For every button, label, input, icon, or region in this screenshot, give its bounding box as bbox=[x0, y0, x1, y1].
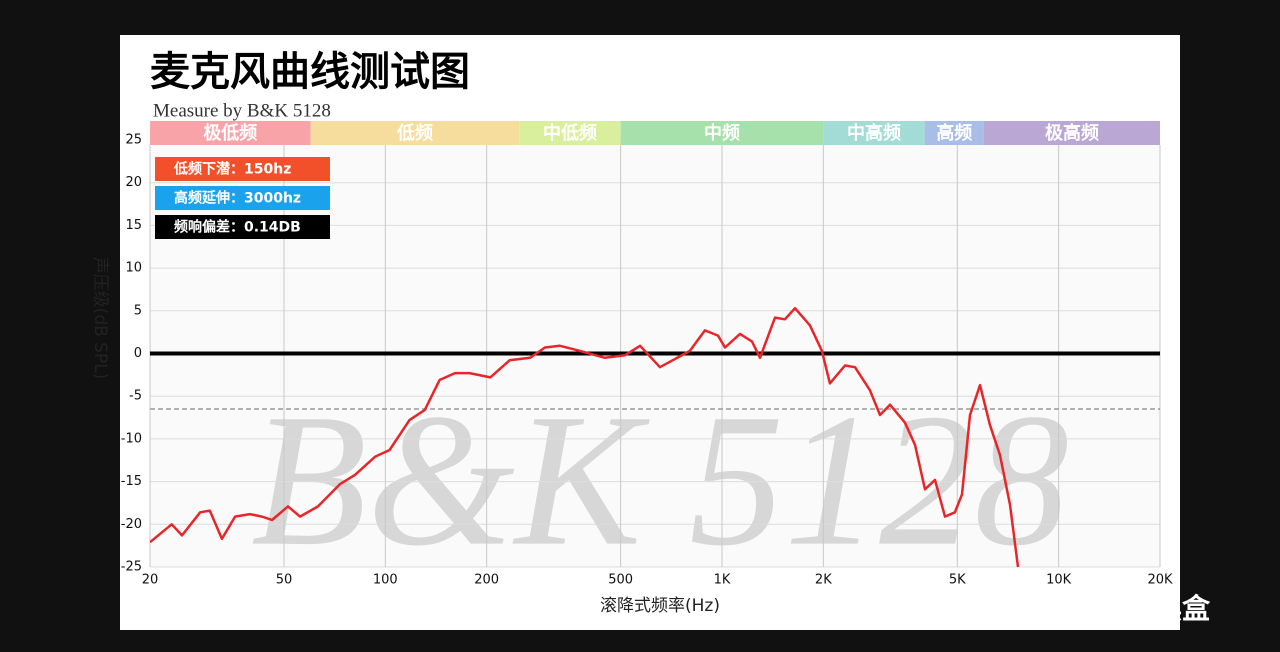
series-line bbox=[150, 306, 1020, 568]
y-tick-label: -25 bbox=[121, 560, 142, 575]
band bbox=[519, 121, 621, 145]
watermark: B&K 5128 bbox=[251, 376, 1069, 586]
badge bbox=[155, 186, 330, 210]
badge-label: 高频延伸：3000hz bbox=[174, 190, 301, 207]
chart-title: 麦克风曲线测试图 bbox=[150, 49, 470, 95]
badge bbox=[155, 215, 330, 239]
x-tick-label: 2K bbox=[815, 573, 832, 588]
y-tick-label: 25 bbox=[125, 133, 142, 148]
x-tick-label: 5K bbox=[949, 573, 966, 588]
badge bbox=[155, 157, 330, 181]
y-tick-label: 0 bbox=[134, 346, 142, 361]
y-tick-label: -5 bbox=[129, 389, 142, 404]
band-label: 中高频 bbox=[847, 122, 901, 144]
band-label: 中频 bbox=[704, 122, 740, 144]
x-tick-label: 200 bbox=[474, 573, 499, 588]
x-axis-label: 滚降式频率(Hz) bbox=[600, 596, 720, 616]
x-tick-label: 1K bbox=[714, 573, 731, 588]
band bbox=[924, 121, 984, 145]
x-tick-label: 10K bbox=[1046, 573, 1072, 588]
brand-icon bbox=[1084, 586, 1120, 630]
y-axis-label: 声压级(dB SPL) bbox=[90, 257, 110, 380]
band bbox=[150, 121, 311, 145]
y-tick-label: -10 bbox=[121, 431, 142, 446]
y-tick-label: 10 bbox=[125, 261, 142, 276]
band bbox=[983, 121, 1160, 145]
band bbox=[310, 121, 520, 145]
chart-subtitle: Measure by B&K 5128 bbox=[153, 100, 331, 121]
x-tick-label: 100 bbox=[373, 573, 398, 588]
badge-label: 频响偏差：0.14DB bbox=[174, 219, 301, 236]
band bbox=[823, 121, 925, 145]
y-tick-label: 20 bbox=[125, 175, 142, 190]
brand-text: 小黑盒 bbox=[1126, 592, 1211, 625]
y-tick-label: 15 bbox=[125, 218, 142, 233]
x-tick-label: 20 bbox=[142, 573, 159, 588]
brand-logo: 小黑盒 bbox=[1084, 586, 1211, 630]
y-tick-label: -15 bbox=[121, 474, 142, 489]
y-tick-label: -20 bbox=[121, 517, 142, 532]
band-label: 高频 bbox=[936, 122, 972, 144]
band-label: 极高频 bbox=[1045, 122, 1099, 144]
x-tick-label: 50 bbox=[276, 573, 293, 588]
x-tick-label: 500 bbox=[608, 573, 633, 588]
band-label: 极低频 bbox=[203, 122, 257, 144]
y-tick-label: 5 bbox=[134, 303, 142, 318]
x-tick-label: 20K bbox=[1147, 573, 1173, 588]
badge-label: 低频下潜：150hz bbox=[173, 161, 291, 178]
band-label: 中低频 bbox=[543, 122, 597, 144]
band bbox=[620, 121, 824, 145]
band-label: 低频 bbox=[396, 122, 433, 144]
